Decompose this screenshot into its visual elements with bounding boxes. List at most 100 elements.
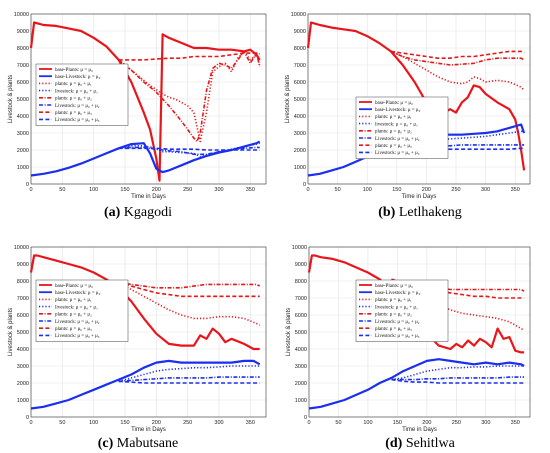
legend-entry: Livestock: μ = μ₀ + μ₃ bbox=[55, 118, 100, 123]
caption-name: Kgagodi bbox=[120, 205, 172, 220]
x-tick-label: 150 bbox=[392, 187, 401, 193]
x-tick-label: 0 bbox=[307, 420, 310, 426]
y-tick-label: 5000 bbox=[17, 330, 29, 336]
legend-entry: plants: μ = μ₀ + μ₁ bbox=[375, 115, 412, 120]
legend-entry: plants: μ = μ₀ + μ₁ bbox=[55, 298, 92, 303]
plot-frame bbox=[307, 13, 531, 185]
x-tick-label: 100 bbox=[363, 420, 372, 426]
y-tick-label: 7000 bbox=[17, 63, 29, 69]
x-tick-label: 250 bbox=[183, 420, 192, 426]
x-tick-label: 300 bbox=[481, 420, 490, 426]
x-tick-label: 100 bbox=[89, 420, 98, 426]
legend-entry: plants: μ = μ₀ + μ₁ bbox=[375, 298, 412, 303]
x-tick-label: 0 bbox=[29, 187, 32, 193]
y-tick-label: 9000 bbox=[295, 262, 307, 268]
y-tick-label: 1000 bbox=[294, 165, 306, 171]
legend-entry: base-Plants: μ = μ₀ bbox=[375, 284, 413, 289]
x-tick-label: 200 bbox=[152, 187, 161, 193]
legend-entry: base-Plants: μ = μ₀ bbox=[375, 101, 413, 106]
x-tick-label: 350 bbox=[511, 420, 520, 426]
y-tick-label: 2000 bbox=[17, 148, 29, 154]
legend-entry: plants: μ = μ₀ + μ₃ bbox=[55, 327, 92, 332]
y-tick-label: 1000 bbox=[17, 165, 29, 171]
series-line-5 bbox=[390, 50, 525, 66]
series-line-2 bbox=[308, 358, 525, 410]
y-tick-label: 10000 bbox=[292, 245, 307, 251]
x-tick-label: 250 bbox=[183, 187, 192, 193]
y-axis-label: Livestock & plants bbox=[8, 75, 14, 123]
y-tick-label: 4000 bbox=[17, 347, 29, 353]
series-line-3 bbox=[390, 50, 525, 92]
x-tick-label: 150 bbox=[120, 420, 129, 426]
x-tick-label: 200 bbox=[422, 187, 431, 193]
caption-name: Sehitlwa bbox=[402, 436, 455, 451]
series-line-7 bbox=[391, 278, 525, 299]
x-tick-label: 50 bbox=[59, 420, 65, 426]
y-tick-label: 0 bbox=[26, 182, 29, 188]
y-tick-label: 8000 bbox=[17, 279, 29, 285]
y-axis-label: Livestock & plants bbox=[8, 308, 14, 356]
series-line-7 bbox=[390, 50, 525, 59]
x-tick-label: 50 bbox=[335, 187, 341, 193]
caption-letter: (b) bbox=[378, 205, 395, 220]
y-tick-label: 5000 bbox=[17, 97, 29, 103]
series-line-8 bbox=[118, 380, 260, 384]
legend-box bbox=[35, 279, 129, 342]
series-line-4 bbox=[391, 365, 525, 381]
legend-entry: plants: μ = μ₀ + μ₃ bbox=[55, 111, 92, 116]
x-tick-label: 250 bbox=[452, 420, 461, 426]
series-line-5 bbox=[391, 278, 525, 292]
series-line-1 bbox=[307, 254, 525, 354]
series-line-8 bbox=[391, 378, 525, 384]
y-tick-label: 3000 bbox=[295, 364, 307, 370]
x-tick-label: 0 bbox=[29, 420, 32, 426]
x-tick-label: 300 bbox=[481, 187, 490, 193]
series-line-2 bbox=[30, 359, 261, 410]
chart-panel-2: 0100020003000400050006000700080009000100… bbox=[285, 12, 531, 220]
legend-entry: Livestock: μ = μ₀ + μ₃ bbox=[375, 334, 420, 339]
legend-box bbox=[35, 63, 129, 126]
legend-entry: plants: μ = μ₀ + μ₂ bbox=[375, 313, 412, 318]
series-line-7 bbox=[118, 281, 260, 298]
x-tick-label: 100 bbox=[363, 187, 372, 193]
series-line-3 bbox=[118, 281, 261, 326]
y-tick-label: 9000 bbox=[294, 29, 306, 35]
series-line-4 bbox=[390, 130, 525, 148]
chart-panel-3: 0100020003000400050006000700080009000100… bbox=[8, 245, 267, 451]
y-tick-label: 5000 bbox=[295, 330, 307, 336]
legend-entry: Livestock: μ = μ₀ + μ₃ bbox=[55, 334, 100, 339]
series-line-5 bbox=[118, 281, 261, 289]
y-tick-label: 6000 bbox=[294, 80, 306, 86]
x-tick-label: 0 bbox=[306, 187, 309, 193]
x-tick-label: 150 bbox=[120, 187, 129, 193]
legend-entry: Livestock: μ = μ₀ + μ₂ bbox=[375, 137, 420, 142]
x-tick-label: 350 bbox=[246, 187, 255, 193]
legend-entry: Livestock: μ = μ₀ + μ₂ bbox=[375, 320, 420, 325]
series-line-6 bbox=[390, 144, 525, 148]
legend-entry: plants: μ = μ₀ + μ₃ bbox=[375, 144, 412, 149]
y-tick-label: 3000 bbox=[17, 131, 29, 137]
legend-entry: plants: μ = μ₀ + μ₂ bbox=[375, 130, 412, 135]
x-axis-label: Time in Days bbox=[131, 427, 166, 433]
x-tick-label: 150 bbox=[393, 420, 402, 426]
y-tick-label: 10000 bbox=[14, 245, 29, 251]
caption-name: Mabutsane bbox=[113, 436, 178, 451]
series-line-2 bbox=[30, 140, 261, 177]
legend-entry: base-Livestock: μ = μ₀ bbox=[375, 108, 421, 113]
x-tick-label: 350 bbox=[246, 420, 255, 426]
y-tick-label: 10000 bbox=[291, 12, 306, 18]
x-tick-label: 200 bbox=[152, 420, 161, 426]
y-tick-label: 3000 bbox=[17, 364, 29, 370]
y-tick-label: 9000 bbox=[17, 262, 29, 268]
y-tick-label: 8000 bbox=[17, 46, 29, 52]
series-line-4 bbox=[118, 365, 260, 383]
x-tick-label: 300 bbox=[214, 420, 223, 426]
plot-frame bbox=[30, 246, 267, 418]
y-tick-label: 0 bbox=[304, 415, 307, 421]
x-axis-label: Time in Days bbox=[402, 427, 437, 433]
y-tick-label: 2000 bbox=[294, 148, 306, 154]
legend-entry: base-Livestock: μ = μ₀ bbox=[55, 291, 101, 296]
legend-box bbox=[355, 96, 449, 159]
y-tick-label: 4000 bbox=[17, 114, 29, 120]
